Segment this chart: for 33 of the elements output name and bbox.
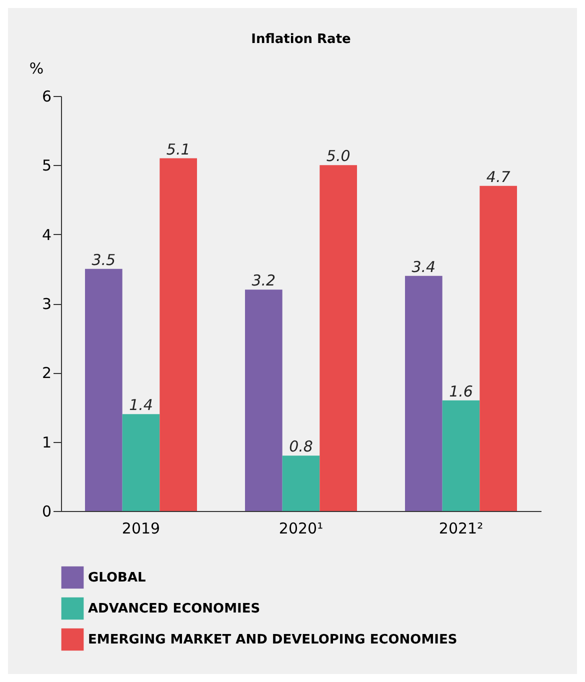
data-label: 4.7 — [486, 168, 511, 186]
x-tick-label: 2021² — [438, 520, 484, 538]
y-tick-label: 4 — [42, 226, 52, 244]
y-tick-label: 0 — [42, 502, 52, 520]
bar — [320, 165, 357, 511]
data-label: 3.5 — [92, 250, 116, 269]
x-tick-label: 2020¹ — [278, 520, 324, 538]
data-label: 3.2 — [252, 272, 276, 290]
bar — [405, 276, 442, 511]
y-tick-label: 5 — [42, 156, 52, 175]
chart-title: Inflation Rate — [251, 32, 352, 47]
data-label: 1.4 — [129, 396, 153, 414]
bar — [442, 400, 480, 511]
y-axis-title: % — [29, 60, 44, 78]
data-label: 5.0 — [326, 147, 350, 166]
y-tick-label: 1 — [42, 433, 52, 452]
data-label: 3.4 — [412, 258, 436, 276]
bar — [282, 456, 320, 511]
y-tick-label: 3 — [42, 295, 52, 313]
data-label: 1.6 — [449, 382, 473, 400]
x-tick-label: 2019 — [122, 520, 160, 538]
legend-label: EMERGING MARKET AND DEVELOPING ECONOMIES — [88, 632, 458, 648]
data-label: 5.1 — [166, 140, 190, 158]
y-tick-label: 2 — [42, 364, 52, 382]
legend-label: ADVANCED ECONOMIES — [88, 602, 260, 616]
bar — [85, 268, 122, 511]
bar — [245, 290, 282, 511]
bar — [122, 414, 160, 511]
data-label: 0.8 — [289, 438, 313, 456]
y-tick-label: 6 — [42, 88, 52, 106]
bar — [480, 186, 517, 511]
legend-label: GLOBAL — [88, 570, 146, 586]
bar — [160, 158, 197, 511]
